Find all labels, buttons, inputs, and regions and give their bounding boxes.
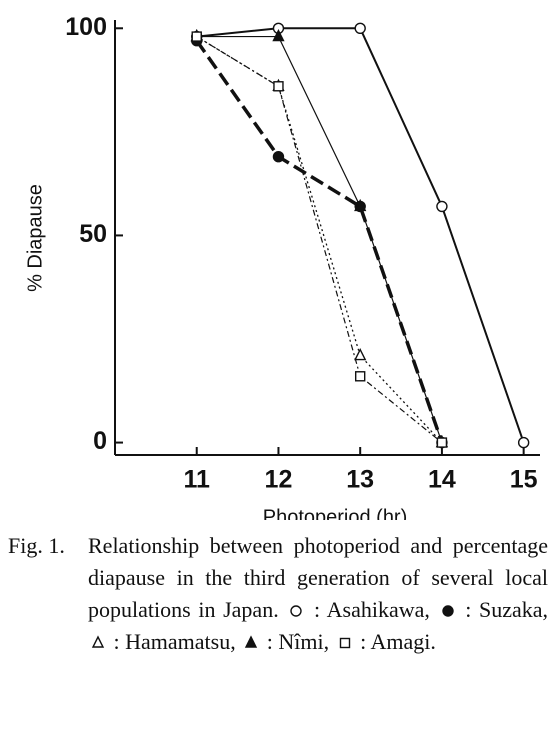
legend-entry: Hamamatsu xyxy=(125,629,231,654)
legend-marker xyxy=(290,605,303,617)
y-tick-label: 100 xyxy=(65,13,107,41)
legend-marker xyxy=(91,635,105,648)
marker xyxy=(354,198,367,212)
series-line xyxy=(196,36,443,444)
legend-marker xyxy=(339,637,350,649)
legend-punct: , xyxy=(424,597,430,622)
y-tick-label: 50 xyxy=(79,220,107,248)
series-line xyxy=(196,36,443,444)
caption-text: Relationship between photoperiod and per… xyxy=(88,533,548,622)
marker xyxy=(91,635,105,648)
legend-separator: : xyxy=(113,629,120,654)
x-axis-label: Photoperiod (hr) xyxy=(263,506,408,520)
marker xyxy=(272,151,285,163)
caption-label: Fig. 1. xyxy=(8,533,65,558)
legend-punct: , xyxy=(230,629,236,654)
x-tick-label: 13 xyxy=(346,466,374,494)
chart: % Diapause Photoperiod (hr) 0 50 100 11 12 13… xyxy=(24,13,540,520)
marker xyxy=(441,605,454,617)
marker xyxy=(354,348,367,361)
legend-punct: , xyxy=(542,597,549,622)
legend-marker xyxy=(245,635,258,648)
legend-separator: : xyxy=(266,629,273,654)
marker xyxy=(436,437,448,448)
legend-entry: Suzaka xyxy=(479,597,543,622)
marker xyxy=(339,637,350,649)
marker xyxy=(273,81,284,92)
caption: Fig. 1. Relationship between photoperiod … xyxy=(8,530,548,658)
legend-punct: , xyxy=(323,629,330,654)
series-line xyxy=(196,35,443,443)
x-tick-label: 12 xyxy=(265,466,293,494)
marker xyxy=(354,371,366,382)
marker xyxy=(354,22,366,34)
legend-separator: : xyxy=(314,597,321,622)
series-line xyxy=(195,39,444,444)
legend-entry: Nîmi xyxy=(278,629,324,654)
legend-separator: : xyxy=(465,597,472,622)
marker xyxy=(191,31,202,42)
legend-entry: Amagi xyxy=(370,629,431,654)
legend-separator: : xyxy=(360,629,367,654)
marker xyxy=(517,436,530,449)
marker xyxy=(290,605,303,617)
x-tick-label: 14 xyxy=(428,466,456,494)
x-tick-label: 11 xyxy=(184,466,211,494)
legend-marker xyxy=(441,605,454,617)
x-tick-label: 15 xyxy=(510,466,538,494)
marker xyxy=(245,635,258,648)
legend-punct: . xyxy=(430,629,436,654)
marker xyxy=(436,200,448,213)
legend-entry: Asahikawa xyxy=(326,597,425,622)
y-tick-label: 0 xyxy=(93,427,107,455)
marker xyxy=(272,29,285,42)
y-axis-label: % Diapause xyxy=(24,184,46,292)
